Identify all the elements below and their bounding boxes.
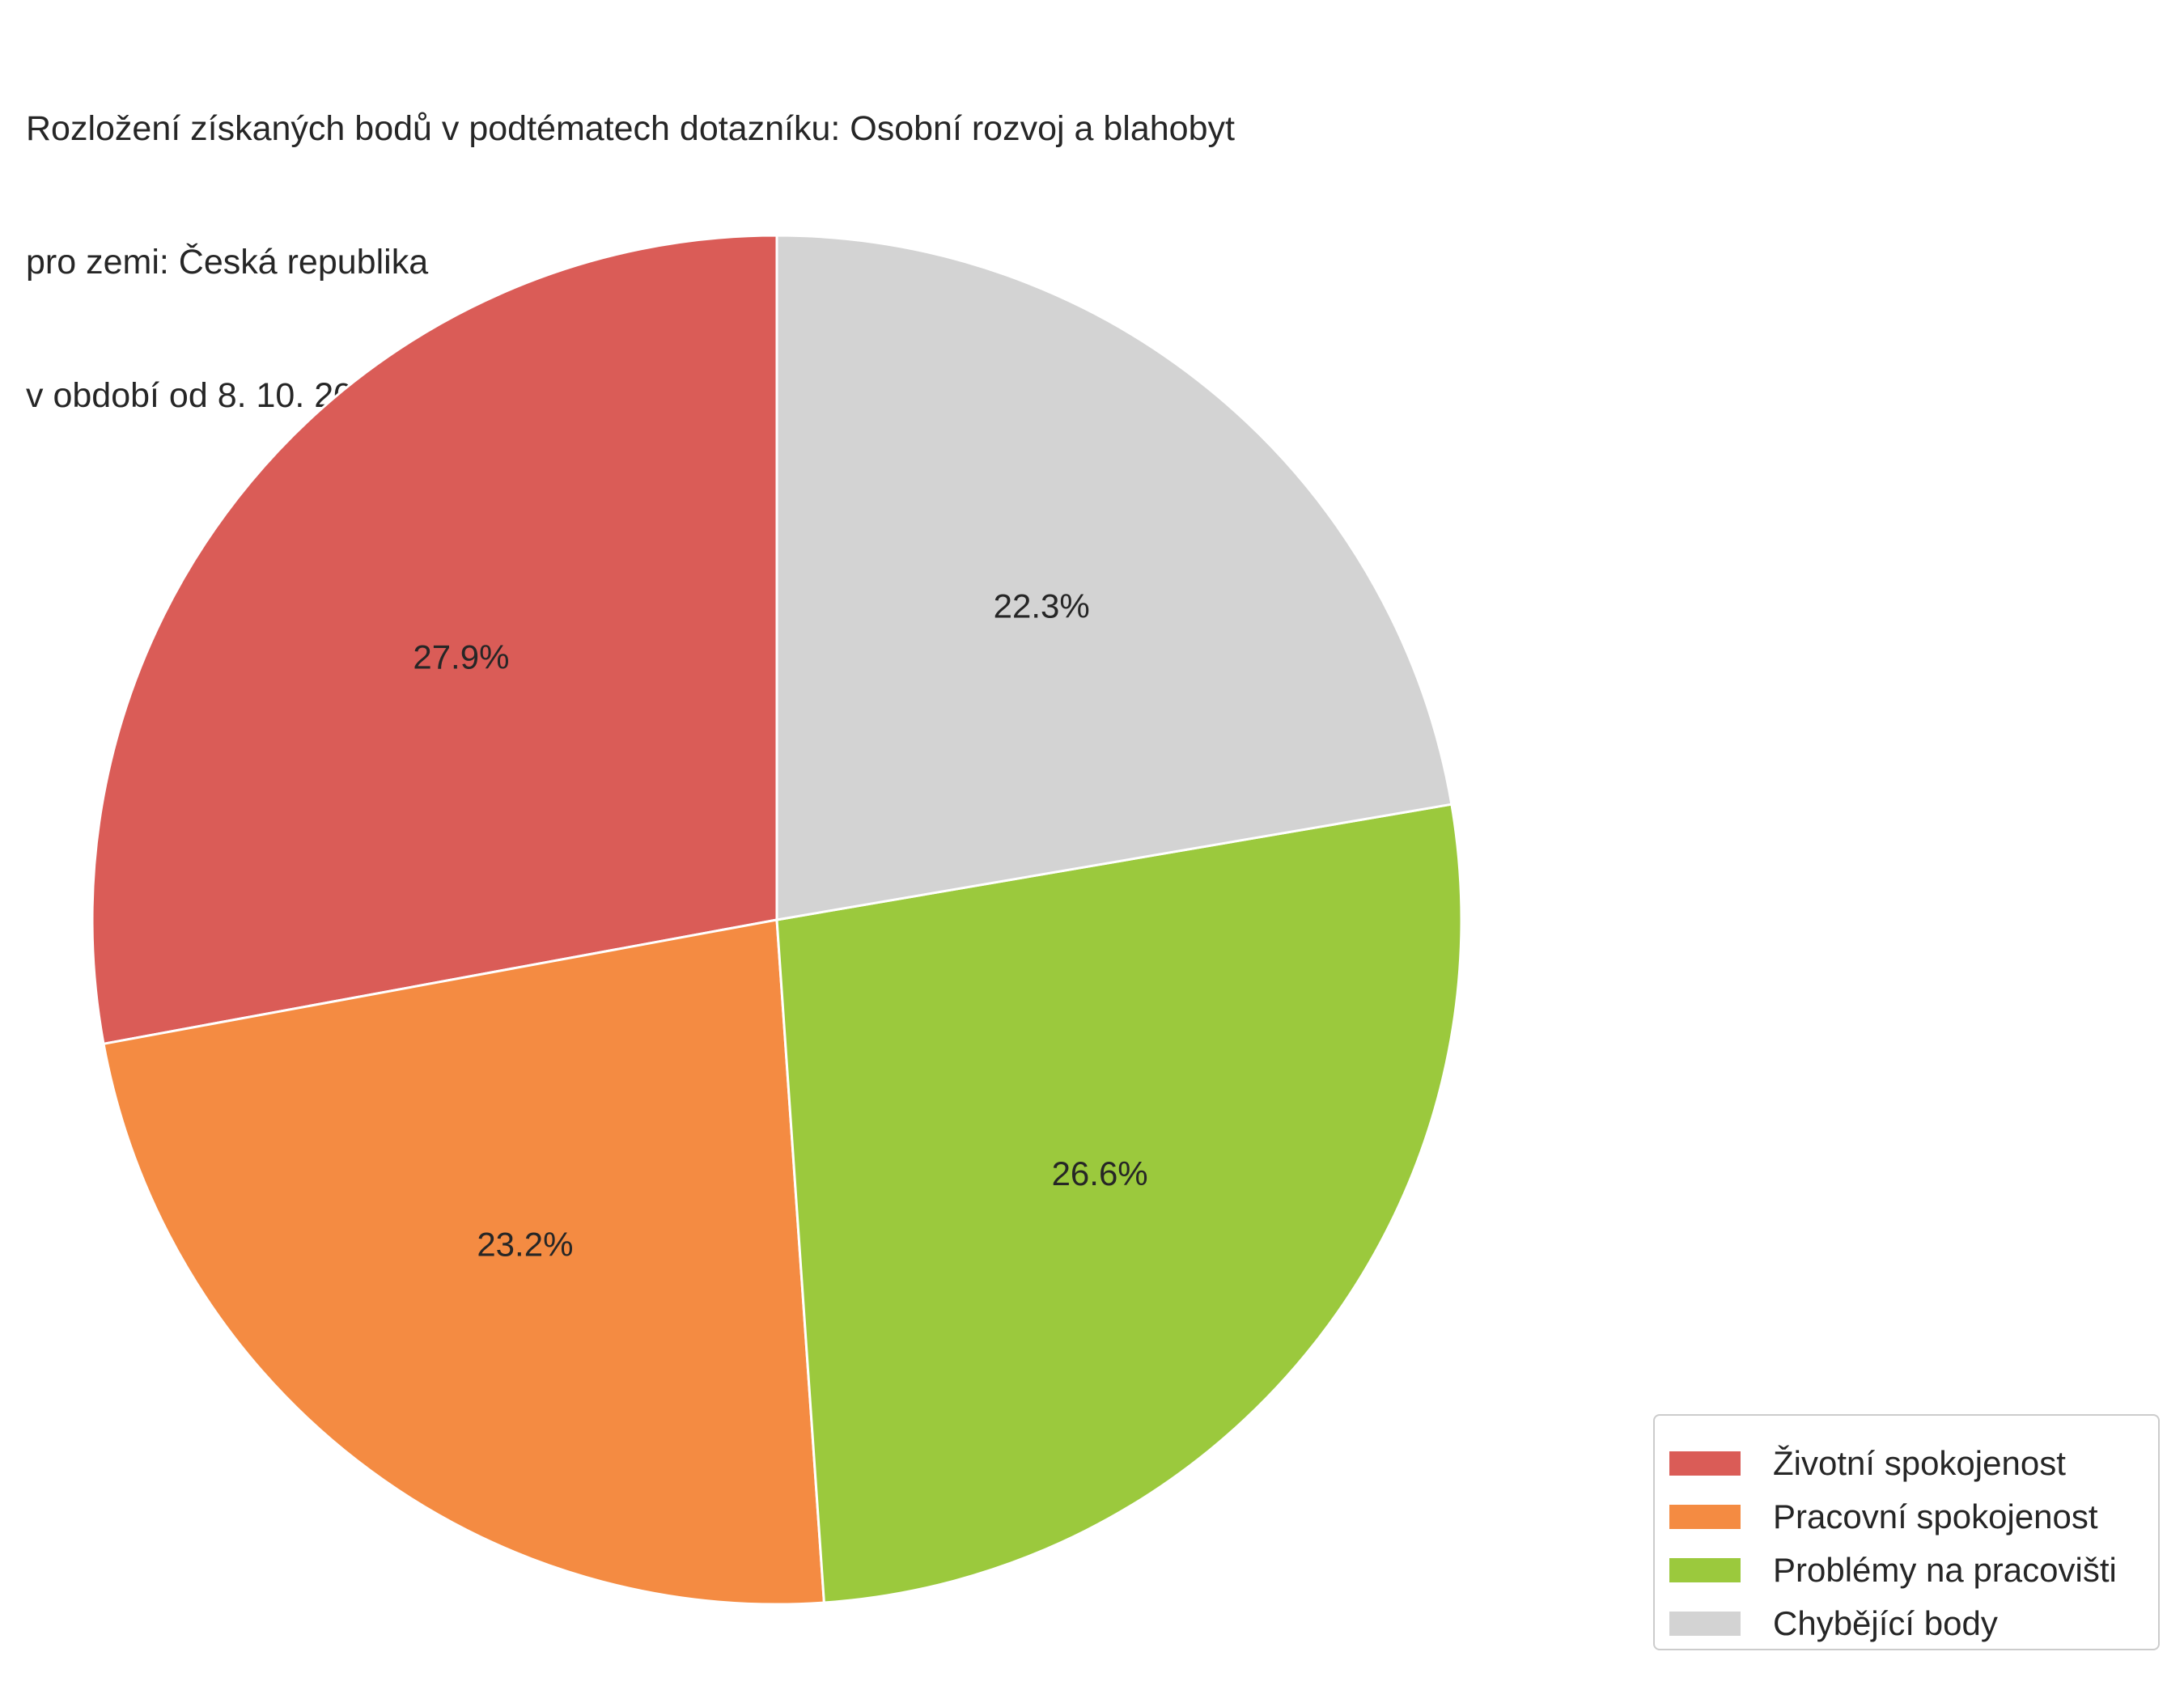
legend-item: Chybějící body <box>1669 1597 2158 1650</box>
legend-label: Pracovní spokojenost <box>1773 1497 2098 1535</box>
pie-slice <box>102 918 825 1606</box>
legend-item: Pracovní spokojenost <box>1669 1490 2158 1544</box>
pie-value-label: 22.3% <box>994 587 1090 625</box>
chart-title: Rozložení získaných bodů v podtématech d… <box>26 18 1235 463</box>
legend-swatch <box>1669 1612 1741 1636</box>
legend-label: Životní spokojenost <box>1773 1444 2066 1482</box>
pie-value-labels: 27.9% 23.2% 26.6% 22.3% <box>413 587 1147 1263</box>
pie-slice <box>91 234 778 1045</box>
legend-label: Problémy na pracovišti <box>1773 1551 2117 1589</box>
pie-value-label: 26.6% <box>1052 1154 1148 1192</box>
chart-title-line: pro zemi: Česká republika <box>26 243 429 282</box>
pie-slice <box>775 234 1453 921</box>
legend: Životní spokojenost Pracovní spokojenost… <box>1653 1414 2160 1650</box>
legend-swatch <box>1669 1505 1741 1529</box>
pie-slice <box>775 803 1463 1604</box>
legend-swatch <box>1669 1558 1741 1582</box>
legend-item: Životní spokojenost <box>1669 1437 2158 1490</box>
pie-slices <box>91 234 1463 1606</box>
pie-value-label: 23.2% <box>477 1226 573 1264</box>
legend-label: Chybějící body <box>1773 1604 1998 1642</box>
pie-value-label: 27.9% <box>413 638 509 676</box>
chart-title-line: Rozložení získaných bodů v podtématech d… <box>26 109 1235 148</box>
legend-swatch <box>1669 1451 1741 1476</box>
legend-item: Problémy na pracovišti <box>1669 1544 2158 1597</box>
